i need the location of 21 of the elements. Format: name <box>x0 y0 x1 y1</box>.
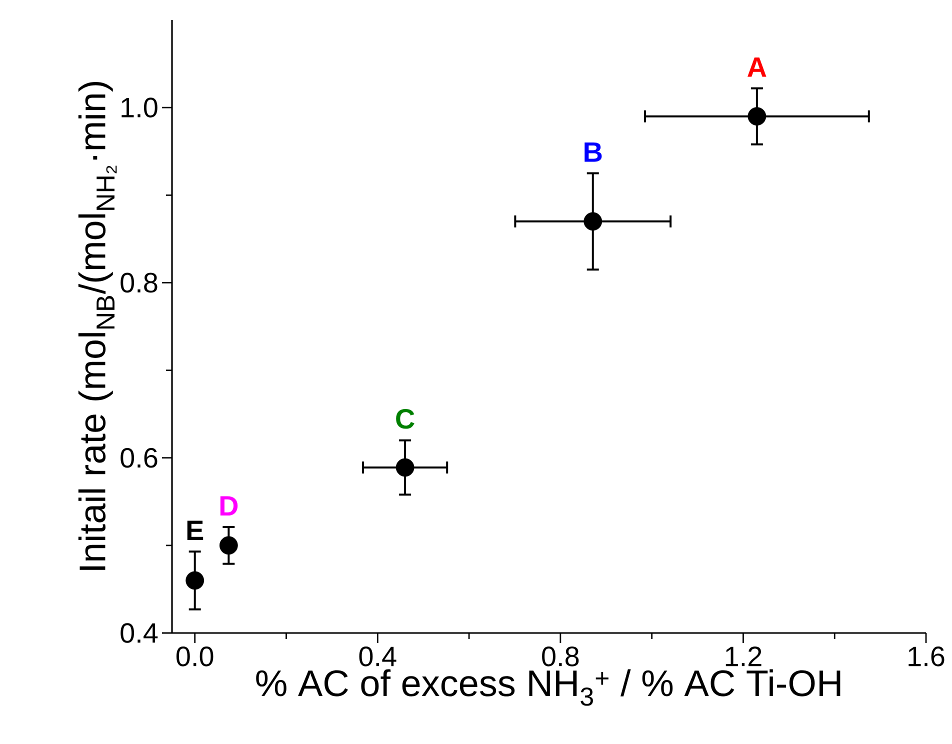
y-tick-label: 0.6 <box>120 448 158 468</box>
point <box>584 212 602 231</box>
annotation: B <box>584 142 602 162</box>
point <box>219 536 238 555</box>
x-tick-label: 1.6 <box>908 646 944 666</box>
y-tick-label: 0.8 <box>120 272 158 293</box>
point <box>186 571 204 590</box>
x-tick-label: 0.0 <box>176 646 214 666</box>
x-tick-label: 0.8 <box>542 646 579 666</box>
annotation: A <box>748 58 766 77</box>
point <box>396 458 414 477</box>
x-tick-label: 1.2 <box>726 646 762 666</box>
annotation: C <box>396 408 414 429</box>
y-tick-label: 1.0 <box>122 98 158 118</box>
y-axis-title: Initail rate (mol$_{NB}$/(mol$_{NH₂}$·min) <box>78 82 117 570</box>
x-axis-title: % AC of excess NH$_{3}$$^{+}$ / % AC Ti-OH <box>256 669 840 706</box>
y-tick-label: 0.4 <box>120 623 158 643</box>
x-tick-label: 0.4 <box>359 646 396 666</box>
annotation: E <box>187 520 204 540</box>
annotation: D <box>220 496 238 516</box>
point <box>748 107 766 126</box>
